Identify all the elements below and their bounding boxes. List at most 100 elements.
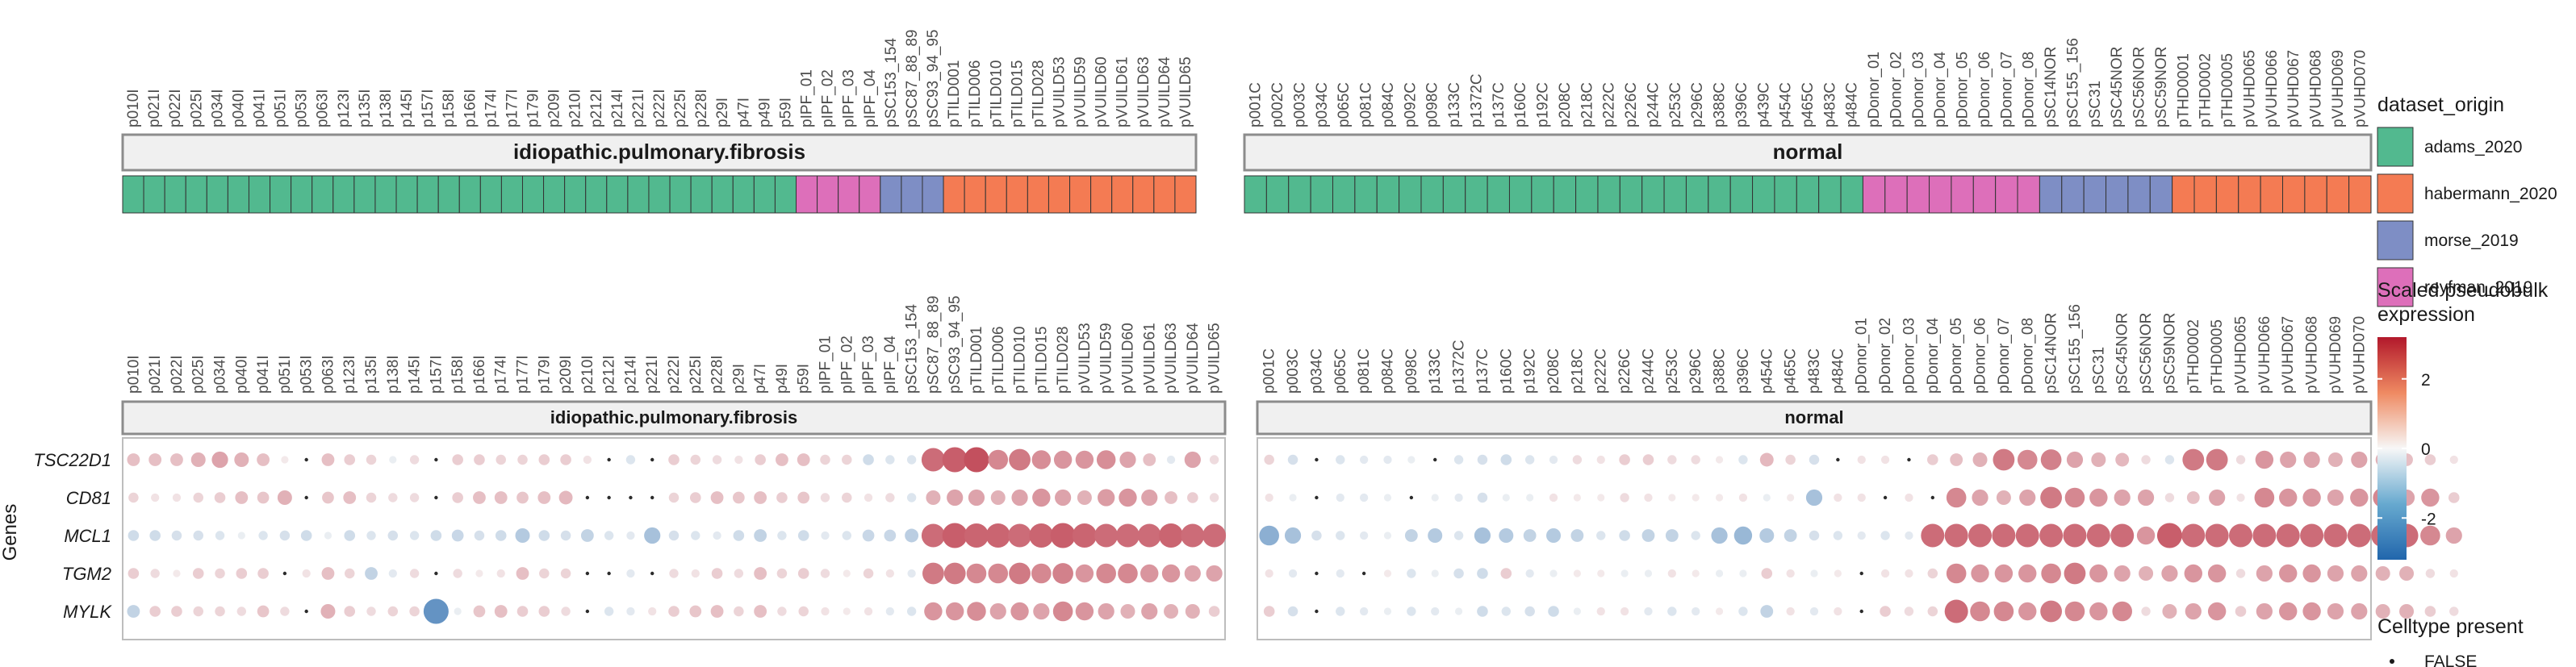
expression-dot bbox=[1620, 569, 1629, 577]
dot-sample-label: p226C bbox=[1616, 348, 1633, 394]
top-sample-label: p49I bbox=[756, 98, 773, 127]
dot-sample-label: pDonor_05 bbox=[1948, 318, 1965, 394]
expression-dot bbox=[843, 607, 851, 615]
expression-dot bbox=[1738, 493, 1748, 502]
dot-facet-strip bbox=[121, 400, 1227, 436]
expression-dot-absent bbox=[1907, 457, 1911, 462]
dataset-origin-tile bbox=[985, 175, 1007, 214]
expression-dot bbox=[842, 492, 852, 503]
expression-dot bbox=[2279, 602, 2298, 621]
expression-dot bbox=[906, 607, 917, 616]
top-sample-label: pVUILD64 bbox=[1156, 56, 1173, 127]
expression-dot bbox=[474, 454, 485, 465]
expression-dot bbox=[626, 531, 635, 540]
dot-sample-label: pVUHD067 bbox=[2280, 316, 2297, 394]
top-sample-label: pSC155_156 bbox=[2064, 38, 2081, 127]
expression-dot bbox=[862, 529, 875, 542]
top-sample-label: p484C bbox=[1844, 82, 1861, 127]
expression-dot bbox=[1857, 455, 1866, 465]
expression-dot bbox=[1905, 493, 1913, 502]
expression-dot bbox=[1715, 494, 1724, 502]
top-sample-label: p003C bbox=[1291, 82, 1308, 127]
top-facet-strip-label: normal bbox=[1773, 140, 1843, 164]
expression-dot bbox=[754, 605, 767, 618]
expression-dot bbox=[820, 493, 830, 502]
expression-dot bbox=[1096, 563, 1116, 584]
expression-dot bbox=[964, 447, 989, 473]
expression-dot bbox=[2161, 565, 2178, 582]
expression-dot bbox=[1641, 529, 1655, 542]
dataset-origin-tile bbox=[1376, 175, 1400, 214]
expression-dot bbox=[2302, 602, 2321, 621]
expression-dot bbox=[2207, 602, 2227, 621]
top-facet-strip bbox=[121, 133, 1198, 172]
expression-dot bbox=[1857, 531, 1866, 540]
dataset-origin-tile bbox=[606, 175, 629, 214]
expression-dot bbox=[2351, 565, 2368, 582]
dataset-origin-tile bbox=[1972, 175, 1997, 214]
expression-dot bbox=[234, 452, 249, 467]
expression-dot bbox=[344, 568, 355, 579]
expression-dot bbox=[517, 454, 528, 465]
expression-dot bbox=[885, 493, 895, 502]
expression-dot bbox=[387, 530, 399, 541]
dot-sample-label: p222C bbox=[1593, 348, 1610, 394]
dataset-origin-tile bbox=[859, 175, 881, 214]
dataset-origin-tile bbox=[479, 175, 502, 214]
expression-dot bbox=[689, 605, 702, 618]
expression-dot bbox=[1927, 568, 1938, 579]
expression-dot bbox=[1158, 523, 1184, 548]
expression-dot bbox=[1904, 607, 1914, 616]
expression-dot bbox=[324, 532, 332, 540]
expression-dot bbox=[2018, 564, 2037, 583]
top-facet-strip bbox=[1243, 133, 2373, 172]
expression-dot bbox=[2186, 491, 2200, 504]
top-sample-label: p1372C bbox=[1468, 73, 1485, 127]
dot-sample-label: pSC155_156 bbox=[2067, 304, 2084, 394]
expression-dot bbox=[344, 454, 356, 465]
top-sample-label: pSC45NOR bbox=[2109, 47, 2126, 127]
expression-dot bbox=[560, 530, 571, 541]
expression-dot bbox=[2141, 607, 2151, 616]
expression-dot bbox=[1996, 490, 2011, 505]
dot-sample-label: pVUHD066 bbox=[2256, 316, 2273, 394]
expression-dot bbox=[863, 568, 874, 579]
expression-dot bbox=[1810, 569, 1818, 577]
dataset-origin-tile bbox=[1354, 175, 1378, 214]
top-sample-label: p001C bbox=[1248, 82, 1265, 127]
expression-dot bbox=[1880, 531, 1890, 540]
dataset-origin-tile bbox=[1774, 175, 1797, 214]
dot-sample-label: pSC59NOR bbox=[2161, 313, 2178, 394]
top-sample-label: pTILD006 bbox=[967, 60, 984, 127]
expression-dot bbox=[1500, 568, 1512, 579]
top-sample-label: pVUHD066 bbox=[2264, 50, 2281, 127]
dataset-origin-legend: dataset_origin adams_2020 habermann_2020m… bbox=[2377, 94, 2557, 307]
expression-dot-absent bbox=[650, 571, 654, 576]
expression-dot bbox=[173, 569, 181, 577]
dot-sample-label: p225I bbox=[688, 355, 705, 394]
dot-sample-label: p465C bbox=[1783, 348, 1800, 394]
gene-label: MCL1 bbox=[64, 526, 111, 546]
expression-dot bbox=[580, 529, 594, 542]
expression-dot bbox=[1711, 527, 1728, 544]
expression-dot bbox=[2110, 523, 2135, 548]
dataset-origin-tile bbox=[1265, 175, 1290, 214]
top-sample-label: p396C bbox=[1733, 82, 1750, 127]
expression-dot bbox=[1011, 489, 1028, 507]
dot-sample-label: p021I bbox=[147, 355, 164, 394]
dataset-origin-tile bbox=[1132, 175, 1155, 214]
dataset-origin-tile bbox=[1575, 175, 1599, 214]
expression-dot bbox=[1359, 455, 1369, 465]
celltype-present-legend-dot bbox=[2390, 659, 2394, 664]
top-sample-label: pSC87_88_89 bbox=[904, 30, 921, 128]
dataset-origin-tile bbox=[922, 175, 944, 214]
expression-dot bbox=[1834, 569, 1842, 577]
dot-sample-label: pVUILD64 bbox=[1185, 323, 1202, 394]
dataset-origin-tile bbox=[2348, 175, 2372, 214]
expression-dot bbox=[496, 569, 505, 578]
expression-dot bbox=[1524, 455, 1535, 465]
top-sample-label: p123I bbox=[336, 89, 353, 127]
expression-dot bbox=[1009, 448, 1031, 471]
dot-sample-label: p483C bbox=[1806, 348, 1823, 394]
expression-dot bbox=[945, 602, 964, 621]
